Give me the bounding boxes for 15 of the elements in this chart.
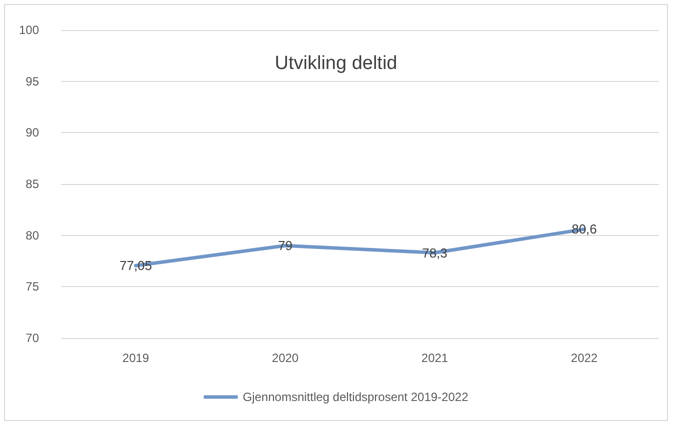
y-tick-label: 85	[26, 177, 40, 191]
data-label: 80,6	[572, 222, 597, 237]
data-label: 77,05	[119, 258, 152, 274]
x-tick-label: 2021	[421, 351, 448, 365]
x-tick-label: 2020	[272, 351, 299, 365]
y-tick-label: 90	[26, 126, 40, 140]
x-tick-label: 2019	[122, 351, 150, 365]
y-tick-label: 80	[26, 228, 40, 242]
text: Utvikling deltid	[274, 53, 398, 74]
y-tick-label: 100	[18, 23, 40, 37]
legend-label: Gjennomsnittleg deltidsprosent 2019-2022	[242, 390, 469, 404]
x-tick-label: 2022	[570, 351, 598, 365]
y-tick-label: 95	[26, 74, 40, 88]
y-tick-label: 75	[26, 280, 40, 294]
y-tick-label: 70	[26, 331, 40, 345]
